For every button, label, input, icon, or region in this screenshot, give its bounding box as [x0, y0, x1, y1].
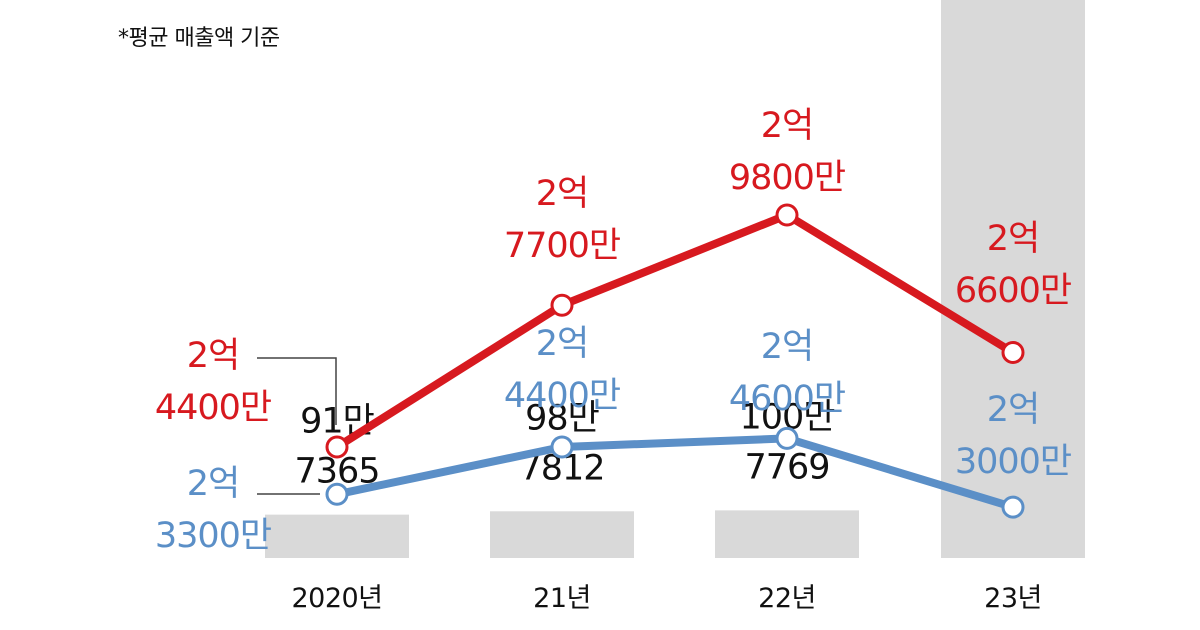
blue-line-point: [1001, 495, 1025, 519]
x-tick-label: 2020년: [291, 583, 382, 614]
red-label-line1: 2억: [987, 219, 1039, 259]
red-line-point: [550, 293, 574, 317]
bar-1: [490, 511, 634, 558]
x-tick-label: 21년: [533, 583, 591, 614]
blue-line-point: [550, 435, 574, 459]
blue-label-line2: 3000만: [955, 442, 1071, 482]
x-tick-label: 22년: [758, 583, 816, 614]
red-label-line2: 4400만: [155, 388, 271, 428]
bar-3: [941, 0, 1085, 558]
red-label-line2: 7700만: [504, 226, 620, 266]
red-label-line1: 2억: [536, 174, 588, 214]
blue-line-point: [775, 426, 799, 450]
blue-line: [333, 434, 1017, 512]
line-series: [333, 211, 1017, 512]
bar-0: [265, 514, 409, 558]
blue-label-line2: 4600만: [729, 379, 845, 419]
bar-label-value-line1: 98만: [525, 398, 599, 438]
bar-series: [265, 0, 1085, 558]
blue-label-line2: 4400만: [504, 376, 620, 416]
line-points: [325, 203, 1025, 519]
chart-note: *평균 매출액 기준: [118, 26, 280, 51]
line-labels: 2억 4400만 2억 7700만 2억 9800만 2억 6600만 2억 3300만 2억 440…: [155, 106, 1072, 556]
bar-label-value-line2: 7769: [744, 447, 829, 487]
red-line: [333, 211, 1017, 451]
red-line-point: [775, 203, 799, 227]
blue-label-line2: 3300만: [155, 516, 271, 556]
bar-2: [715, 510, 859, 558]
x-axis-ticks: 2020년 21년 22년 23년: [291, 583, 1042, 614]
red-label-line2: 6600만: [955, 271, 1071, 311]
red-line-point: [325, 435, 349, 459]
callout-lines: [257, 357, 337, 495]
red-label-line1: 2억: [761, 106, 813, 146]
blue-label-line1: 2억: [536, 324, 588, 364]
red-label-line2: 9800만: [729, 158, 845, 198]
x-tick-label: 23년: [984, 583, 1042, 614]
blue-label-line1: 2억: [187, 464, 239, 504]
red-label-line1: 2억: [187, 336, 239, 376]
red-callout-line: [257, 357, 337, 425]
blue-line-point: [325, 482, 349, 506]
red-line-point: [1001, 340, 1025, 364]
blue-label-line1: 2억: [987, 390, 1039, 430]
blue-label-line1: 2억: [761, 327, 813, 367]
